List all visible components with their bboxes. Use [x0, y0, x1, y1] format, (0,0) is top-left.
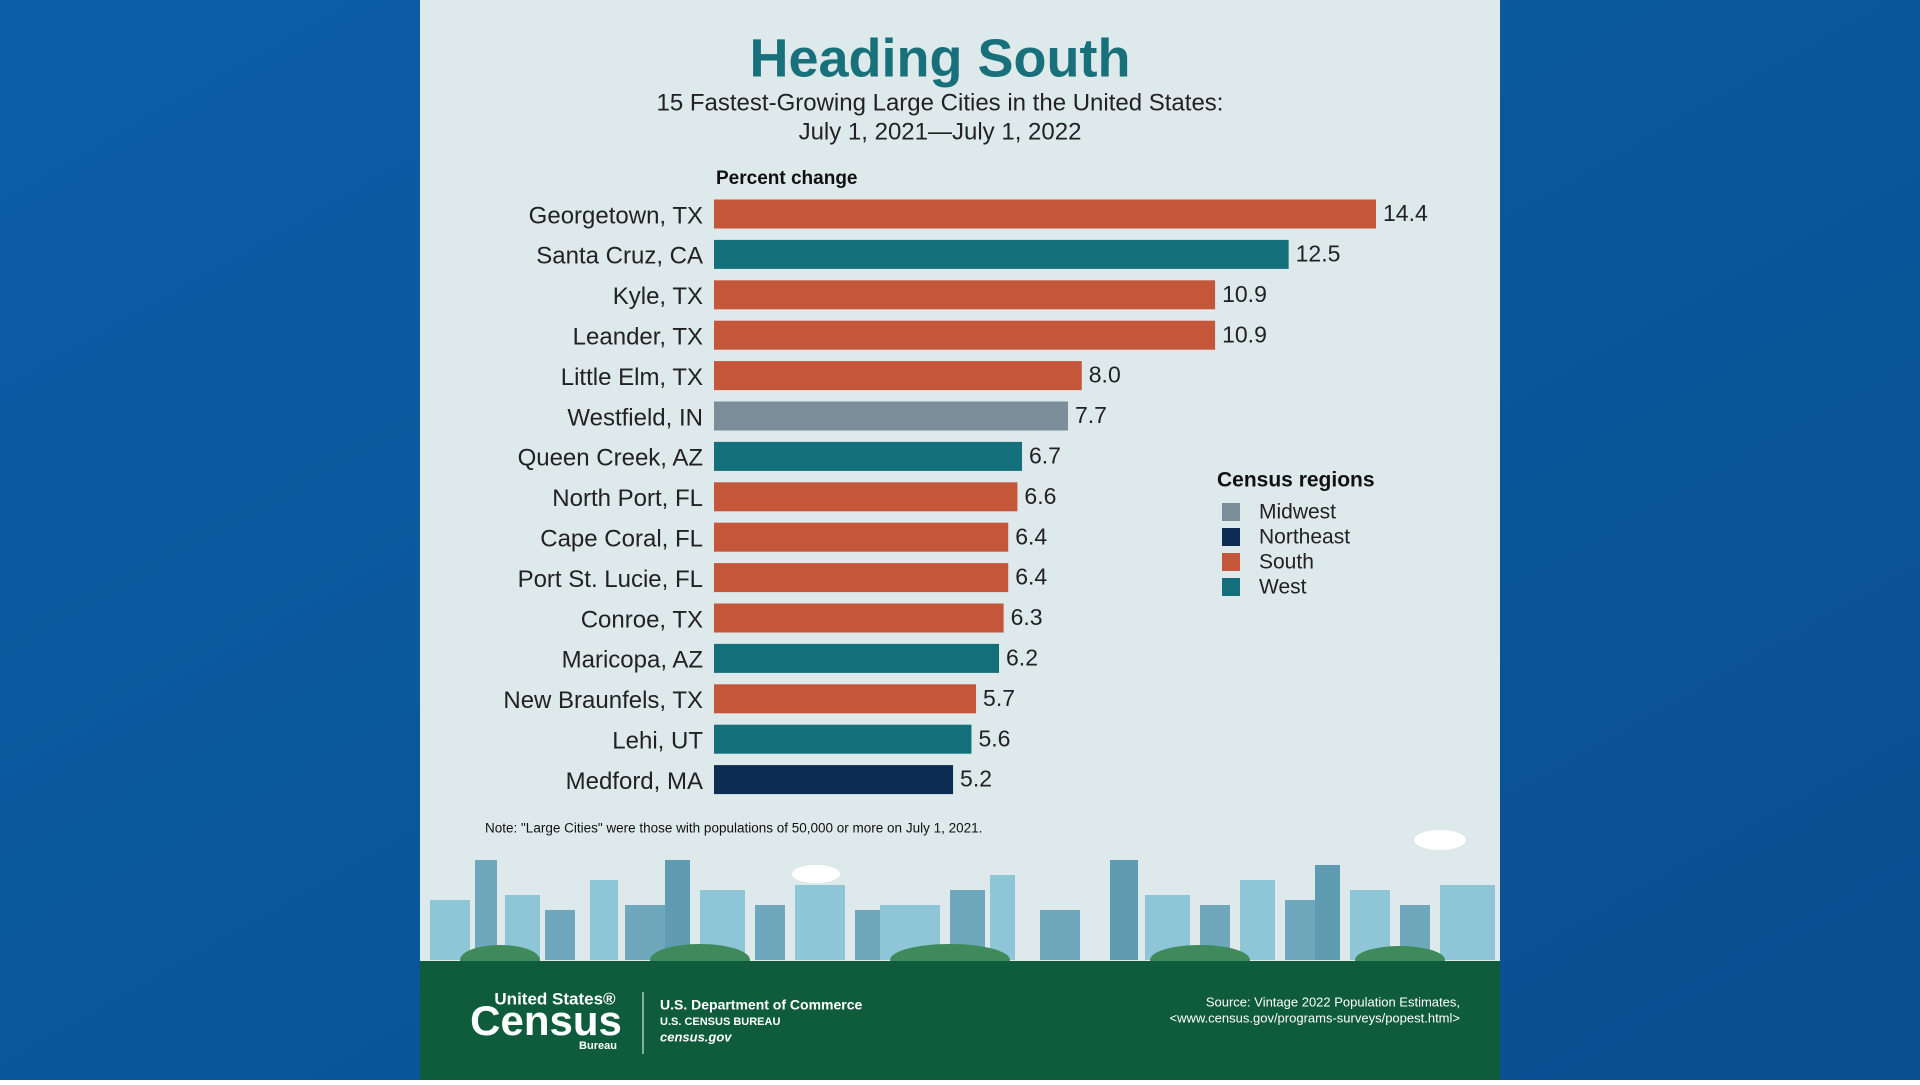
- source: Source: Vintage 2022 Population Estimate…: [1206, 994, 1460, 1009]
- bar: [714, 603, 1004, 633]
- value-label: 6.3: [1011, 604, 1043, 630]
- bar: [714, 563, 1009, 593]
- category-label: Medford, MA: [566, 768, 703, 795]
- bar: [714, 724, 972, 754]
- bureau: U.S. CENSUS BUREAU: [660, 1016, 780, 1028]
- category-label: Conroe, TX: [581, 606, 703, 633]
- value-label: 6.2: [1006, 644, 1038, 670]
- legend-title: Census regions: [1217, 469, 1375, 492]
- category-label: Lehi, UT: [612, 728, 703, 755]
- value-label: 7.7: [1075, 402, 1107, 428]
- category-label: Westfield, IN: [567, 404, 703, 431]
- legend-swatch: [1222, 553, 1240, 571]
- value-label: 6.7: [1029, 442, 1061, 468]
- category-label: Kyle, TX: [613, 283, 703, 310]
- note: Note: "Large Cities" were those with pop…: [485, 821, 982, 836]
- category-label: Leander, TX: [573, 324, 703, 351]
- subtitle: July 1, 2021—July 1, 2022: [799, 118, 1082, 145]
- chart-title: Heading South: [750, 28, 1131, 88]
- value-label: 10.9: [1222, 321, 1267, 347]
- bar: [714, 280, 1216, 310]
- bar: [714, 684, 977, 714]
- bar: [714, 441, 1023, 471]
- website: census.gov: [660, 1029, 732, 1044]
- value-label: 8.0: [1089, 362, 1121, 388]
- logo-bottom: Bureau: [579, 1040, 617, 1052]
- footer-band: [420, 961, 1500, 1080]
- value-label: 5.6: [978, 725, 1010, 751]
- value-label: 12.5: [1296, 240, 1341, 266]
- category-label: Little Elm, TX: [561, 364, 703, 391]
- category-label: New Braunfels, TX: [503, 687, 703, 714]
- category-label: Port St. Lucie, FL: [518, 566, 703, 593]
- category-label: Queen Creek, AZ: [518, 445, 703, 472]
- category-label: Santa Cruz, CA: [536, 243, 703, 270]
- legend-swatch: [1222, 503, 1240, 521]
- bar: [714, 765, 954, 795]
- value-label: 5.2: [960, 766, 992, 792]
- category-label: Cape Coral, FL: [540, 526, 703, 553]
- bar: [714, 239, 1289, 269]
- legend-label: West: [1259, 576, 1307, 599]
- legend-label: Midwest: [1259, 501, 1336, 524]
- bar: [714, 522, 1009, 552]
- source: <www.census.gov/programs-surveys/popest.…: [1170, 1010, 1460, 1025]
- bar: [714, 199, 1376, 229]
- bar: [714, 361, 1082, 391]
- axis-label: Percent change: [716, 168, 858, 189]
- legend-swatch: [1222, 528, 1240, 546]
- logo-main: Census: [470, 997, 622, 1044]
- logo-top: United States®: [494, 989, 616, 1008]
- skyline: [430, 830, 1495, 976]
- department: U.S. Department of Commerce: [660, 997, 862, 1013]
- value-label: 14.4: [1383, 200, 1428, 226]
- value-label: 6.6: [1024, 483, 1056, 509]
- category-label: Georgetown, TX: [529, 202, 703, 229]
- bar: [714, 320, 1216, 350]
- value-label: 6.4: [1015, 564, 1047, 590]
- legend-label: Northeast: [1259, 526, 1350, 549]
- bar: [714, 643, 1000, 673]
- bar: [714, 482, 1018, 512]
- value-label: 6.4: [1015, 523, 1047, 549]
- value-label: 10.9: [1222, 281, 1267, 307]
- category-label: North Port, FL: [552, 485, 703, 512]
- bar: [714, 401, 1068, 431]
- legend-label: South: [1259, 551, 1314, 574]
- value-label: 5.7: [983, 685, 1015, 711]
- legend-swatch: [1222, 578, 1240, 596]
- subtitle: 15 Fastest-Growing Large Cities in the U…: [657, 89, 1224, 116]
- category-label: Maricopa, AZ: [562, 647, 703, 674]
